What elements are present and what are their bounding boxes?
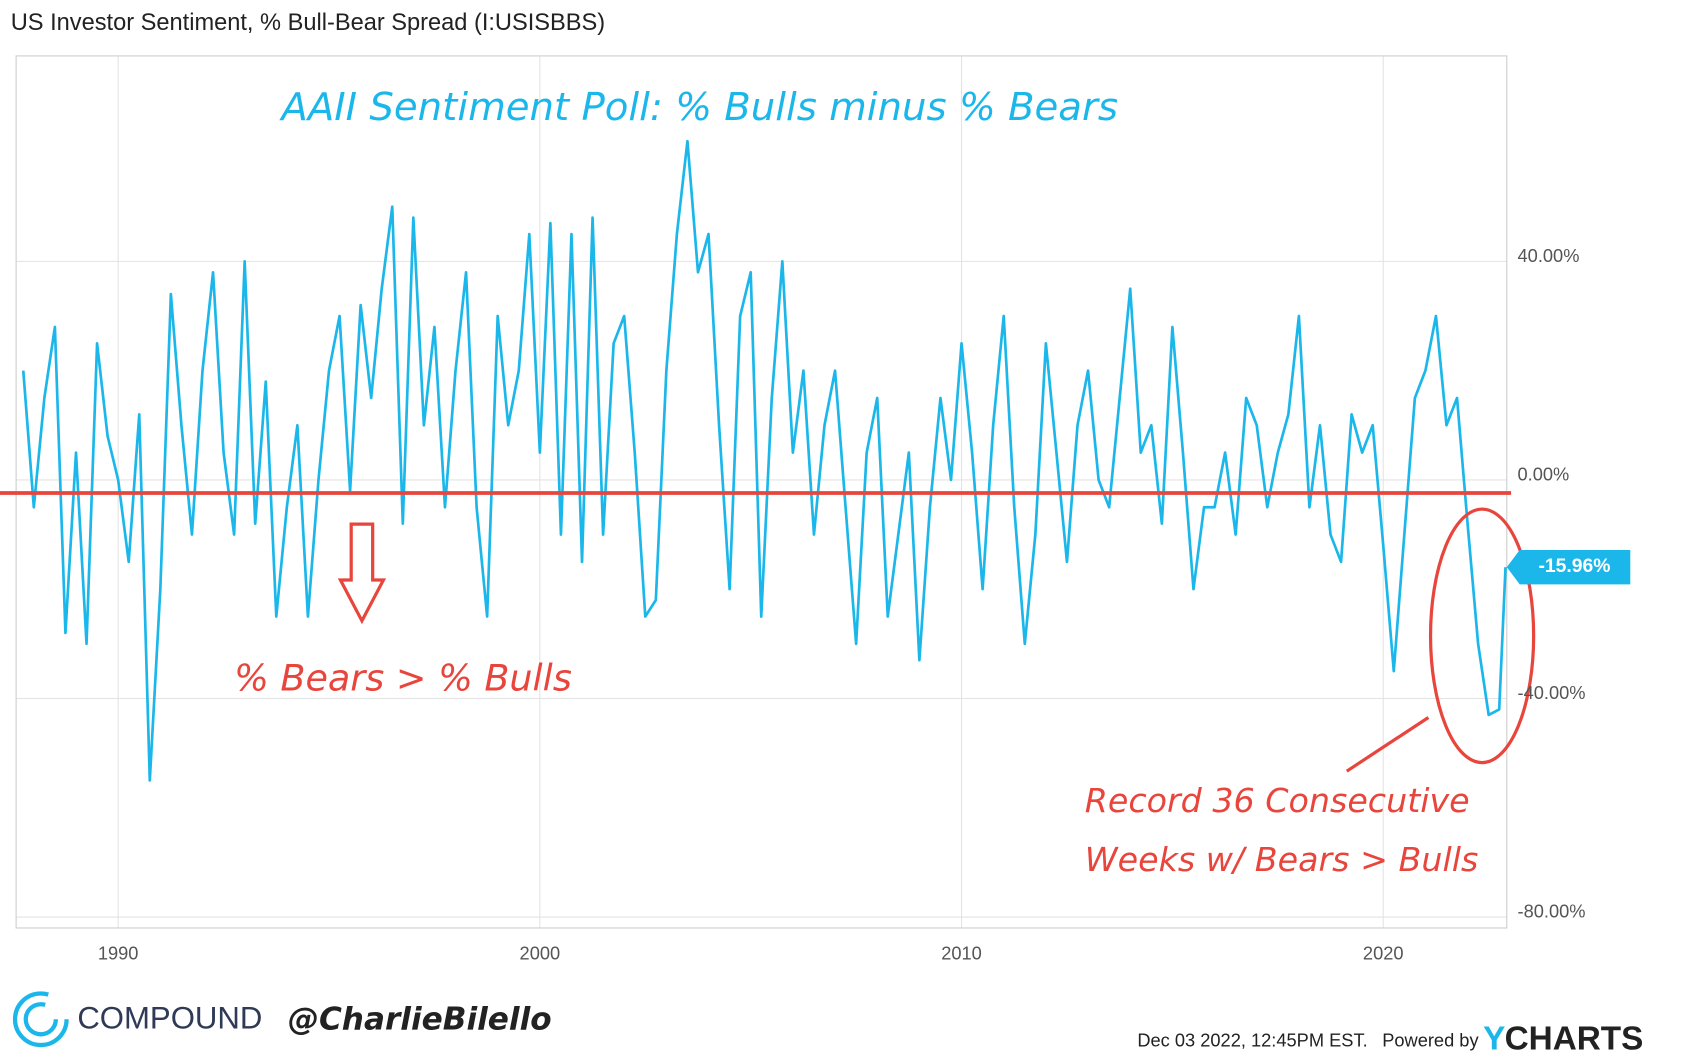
- y-tick-label: 0.00%: [1518, 463, 1570, 484]
- down-arrow: [337, 522, 387, 625]
- y-tick-label: -40.00%: [1518, 682, 1586, 703]
- x-tick-label: 1990: [98, 943, 139, 964]
- annotation: Weeks w/ Bears > Bulls: [1085, 840, 1479, 879]
- annotation: % Bears > % Bulls: [234, 656, 572, 699]
- annotation: AAII Sentiment Poll: % Bulls minus % Bea…: [278, 85, 1118, 130]
- timestamp: Dec 03 2022, 12:45PM EST.: [1137, 1030, 1367, 1051]
- series-line: [21, 139, 1507, 782]
- marks: [0, 139, 1512, 782]
- y-tick-label: -80.00%: [1518, 901, 1586, 922]
- x-tick-label: 2010: [941, 943, 982, 964]
- brand: COMPOUND: [77, 1001, 262, 1036]
- y-tick-label: 40.00%: [1518, 245, 1580, 266]
- highlight-ellipse: [1428, 507, 1536, 765]
- handle: @CharlieBilello: [288, 1001, 552, 1037]
- chart-title: US Investor Sentiment, % Bull-Bear Sprea…: [11, 10, 605, 36]
- powered-by: Powered by: [1382, 1030, 1479, 1051]
- x-tick-label: 2000: [520, 943, 561, 964]
- logo-y: Y: [1483, 1021, 1505, 1058]
- annotation: Record 36 Consecutive: [1085, 781, 1470, 820]
- pointer-line: [1345, 716, 1430, 773]
- x-tick-label: 2020: [1363, 943, 1404, 964]
- compound-logo: [12, 991, 69, 1048]
- logo-text: CHARTS: [1505, 1021, 1644, 1058]
- current-value-badge: [1506, 549, 1631, 585]
- current-value-label: -15.96%: [1538, 556, 1610, 577]
